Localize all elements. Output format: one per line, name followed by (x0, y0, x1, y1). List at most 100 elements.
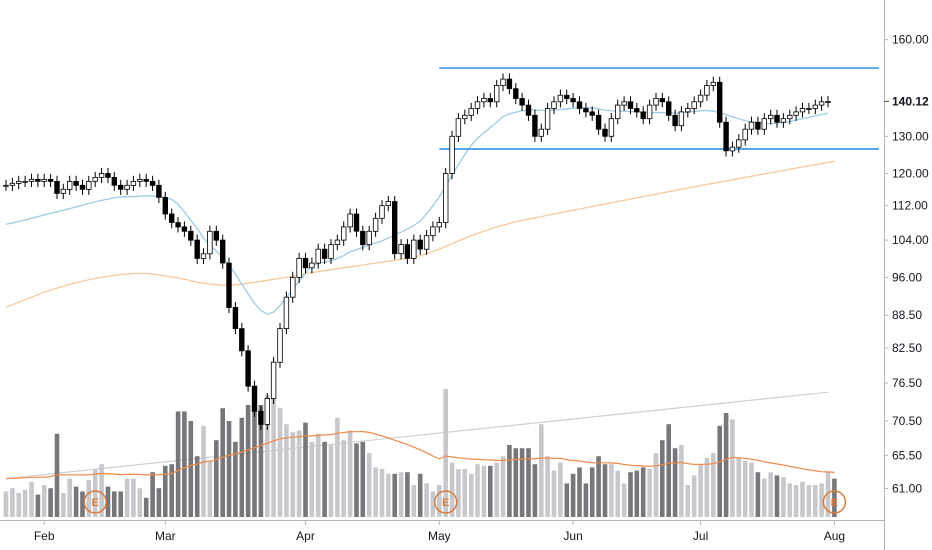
candle-body (646, 104, 653, 120)
volume-bar (742, 461, 748, 517)
candle-body (315, 248, 321, 264)
candle-body (47, 178, 54, 182)
candle-body (226, 262, 232, 308)
volume-bar (322, 441, 327, 517)
y-axis-tick-label: 82.50 (892, 341, 922, 355)
candle-body (519, 98, 525, 106)
candle (487, 92, 493, 108)
candle (653, 92, 659, 111)
candle (595, 109, 602, 135)
candle-body (245, 350, 251, 387)
x-axis-tick-label: Jun (563, 529, 582, 543)
volume-bar (475, 464, 480, 517)
candle (143, 173, 149, 187)
candle-body (442, 173, 449, 223)
candle (118, 179, 124, 195)
candle (576, 96, 583, 115)
y-axis-tick-label: 76.50 (892, 376, 922, 390)
candle-body (672, 114, 678, 127)
candle-body (589, 111, 595, 116)
candle (156, 179, 162, 203)
candle-body (787, 114, 793, 120)
candle-body (28, 178, 35, 182)
sma50-line (5, 106, 829, 315)
candle (251, 380, 258, 417)
earnings-marker[interactable] (433, 490, 458, 514)
candle-body (768, 114, 774, 120)
candle-body (385, 201, 391, 206)
volume-bar (360, 441, 366, 517)
candle-body (366, 230, 372, 246)
candle (774, 109, 780, 128)
earnings-marker[interactable] (822, 490, 847, 514)
volume-bar (430, 491, 436, 517)
candle (634, 102, 640, 118)
volume-bar (564, 483, 570, 517)
candle (768, 109, 774, 125)
candle-body (583, 108, 589, 113)
candle (685, 102, 691, 118)
candle (315, 243, 321, 269)
volume-bar (112, 491, 117, 517)
x-axis-tick-label: Apr (296, 529, 315, 543)
candle-body (3, 184, 9, 187)
earnings-marker[interactable] (83, 490, 107, 514)
x-axis-tick-label: Aug (824, 529, 845, 543)
candle (270, 356, 277, 405)
candle (130, 175, 137, 191)
candle-body (398, 244, 404, 255)
volume-bar (386, 473, 391, 517)
candle-body (379, 205, 385, 219)
volume-bar (379, 469, 385, 517)
candle (799, 102, 806, 118)
candle-body (22, 180, 28, 183)
volume-bar (736, 457, 742, 517)
candle-body (462, 114, 468, 120)
volume-bar (621, 483, 627, 517)
volume-bar (437, 485, 442, 517)
volume-bar (589, 467, 595, 517)
candle-body (404, 244, 411, 259)
candle-body (774, 114, 780, 123)
volume-bar (226, 421, 232, 517)
candle-body (321, 248, 328, 259)
candle-body (608, 118, 615, 137)
candle (283, 291, 290, 335)
volume-bar (488, 465, 493, 517)
candle-body (481, 98, 487, 103)
candle-body (347, 213, 353, 228)
candle (697, 89, 704, 108)
volume-bar (366, 453, 372, 517)
volume-bar (519, 448, 525, 517)
candle-body (723, 121, 729, 152)
candle (73, 175, 79, 191)
candle-body (60, 188, 67, 194)
y-axis-tick-label: 120.00 (892, 167, 929, 181)
candle-body (748, 121, 755, 130)
candle-body (602, 128, 608, 137)
candle-body (258, 410, 264, 425)
volume-bar (660, 440, 665, 517)
candle (245, 345, 251, 392)
volume-bar (303, 422, 308, 517)
candle (583, 102, 589, 118)
candle (35, 173, 41, 187)
candle-body (86, 180, 92, 190)
y-axis-tick-label: 112.00 (892, 199, 928, 213)
volume-bar (86, 480, 92, 517)
candle (168, 208, 175, 229)
candle-body (544, 108, 551, 130)
volume-bar (679, 445, 684, 517)
candle (28, 173, 35, 187)
volume-bar (239, 417, 245, 517)
candle (704, 79, 710, 101)
volume-bar (73, 486, 79, 517)
candle-body (697, 94, 704, 103)
candle (640, 106, 646, 125)
volume-bar (640, 467, 646, 517)
volume-bar (698, 464, 703, 517)
volume-bar (507, 445, 512, 517)
y-axis-tick-label: 61.00 (892, 481, 922, 495)
candle (404, 239, 411, 264)
